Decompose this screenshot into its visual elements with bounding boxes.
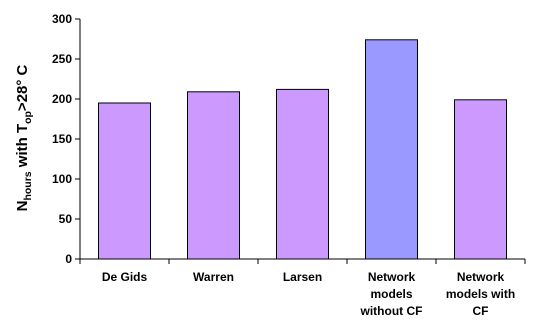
y-tick-label: 150 xyxy=(52,132,72,146)
x-category-label: Network xyxy=(457,270,505,284)
y-tick-label: 300 xyxy=(52,12,72,26)
bar xyxy=(187,91,240,260)
x-category-label: CF xyxy=(473,304,489,318)
x-category-label: models with xyxy=(446,287,515,301)
y-axis-label-sub-op: op xyxy=(22,111,34,124)
y-axis-label-tail: >28° C xyxy=(14,64,31,111)
x-category-label: Warren xyxy=(193,270,234,284)
y-tick-label: 0 xyxy=(65,252,72,266)
y-tick-label: 250 xyxy=(52,52,72,66)
x-category-label: Larsen xyxy=(283,270,322,284)
y-tick-label: 50 xyxy=(59,212,73,226)
x-category-label: De Gids xyxy=(102,270,148,284)
y-axis-label-base: N xyxy=(14,201,31,212)
bar xyxy=(454,99,507,260)
bar xyxy=(98,102,151,260)
y-axis-label-mid: with T xyxy=(14,124,31,172)
plot-area: 0 50 100 150 200 250 300 De Gids Warren Larsen Net… xyxy=(52,12,526,318)
svg-text:Nhours with Top>28° C: Nhours with Top>28° C xyxy=(14,64,34,211)
bar xyxy=(365,39,418,260)
x-category-label: without CF xyxy=(360,304,423,318)
y-axis-label: Nhours with Top>28° C xyxy=(14,64,34,211)
x-category-label: models xyxy=(370,287,412,301)
x-category-label: Network xyxy=(368,270,416,284)
y-axis-label-sub-hours: hours xyxy=(22,171,34,200)
bar xyxy=(276,88,329,260)
y-tick-label: 200 xyxy=(52,92,72,106)
y-tick-label: 100 xyxy=(52,172,72,186)
